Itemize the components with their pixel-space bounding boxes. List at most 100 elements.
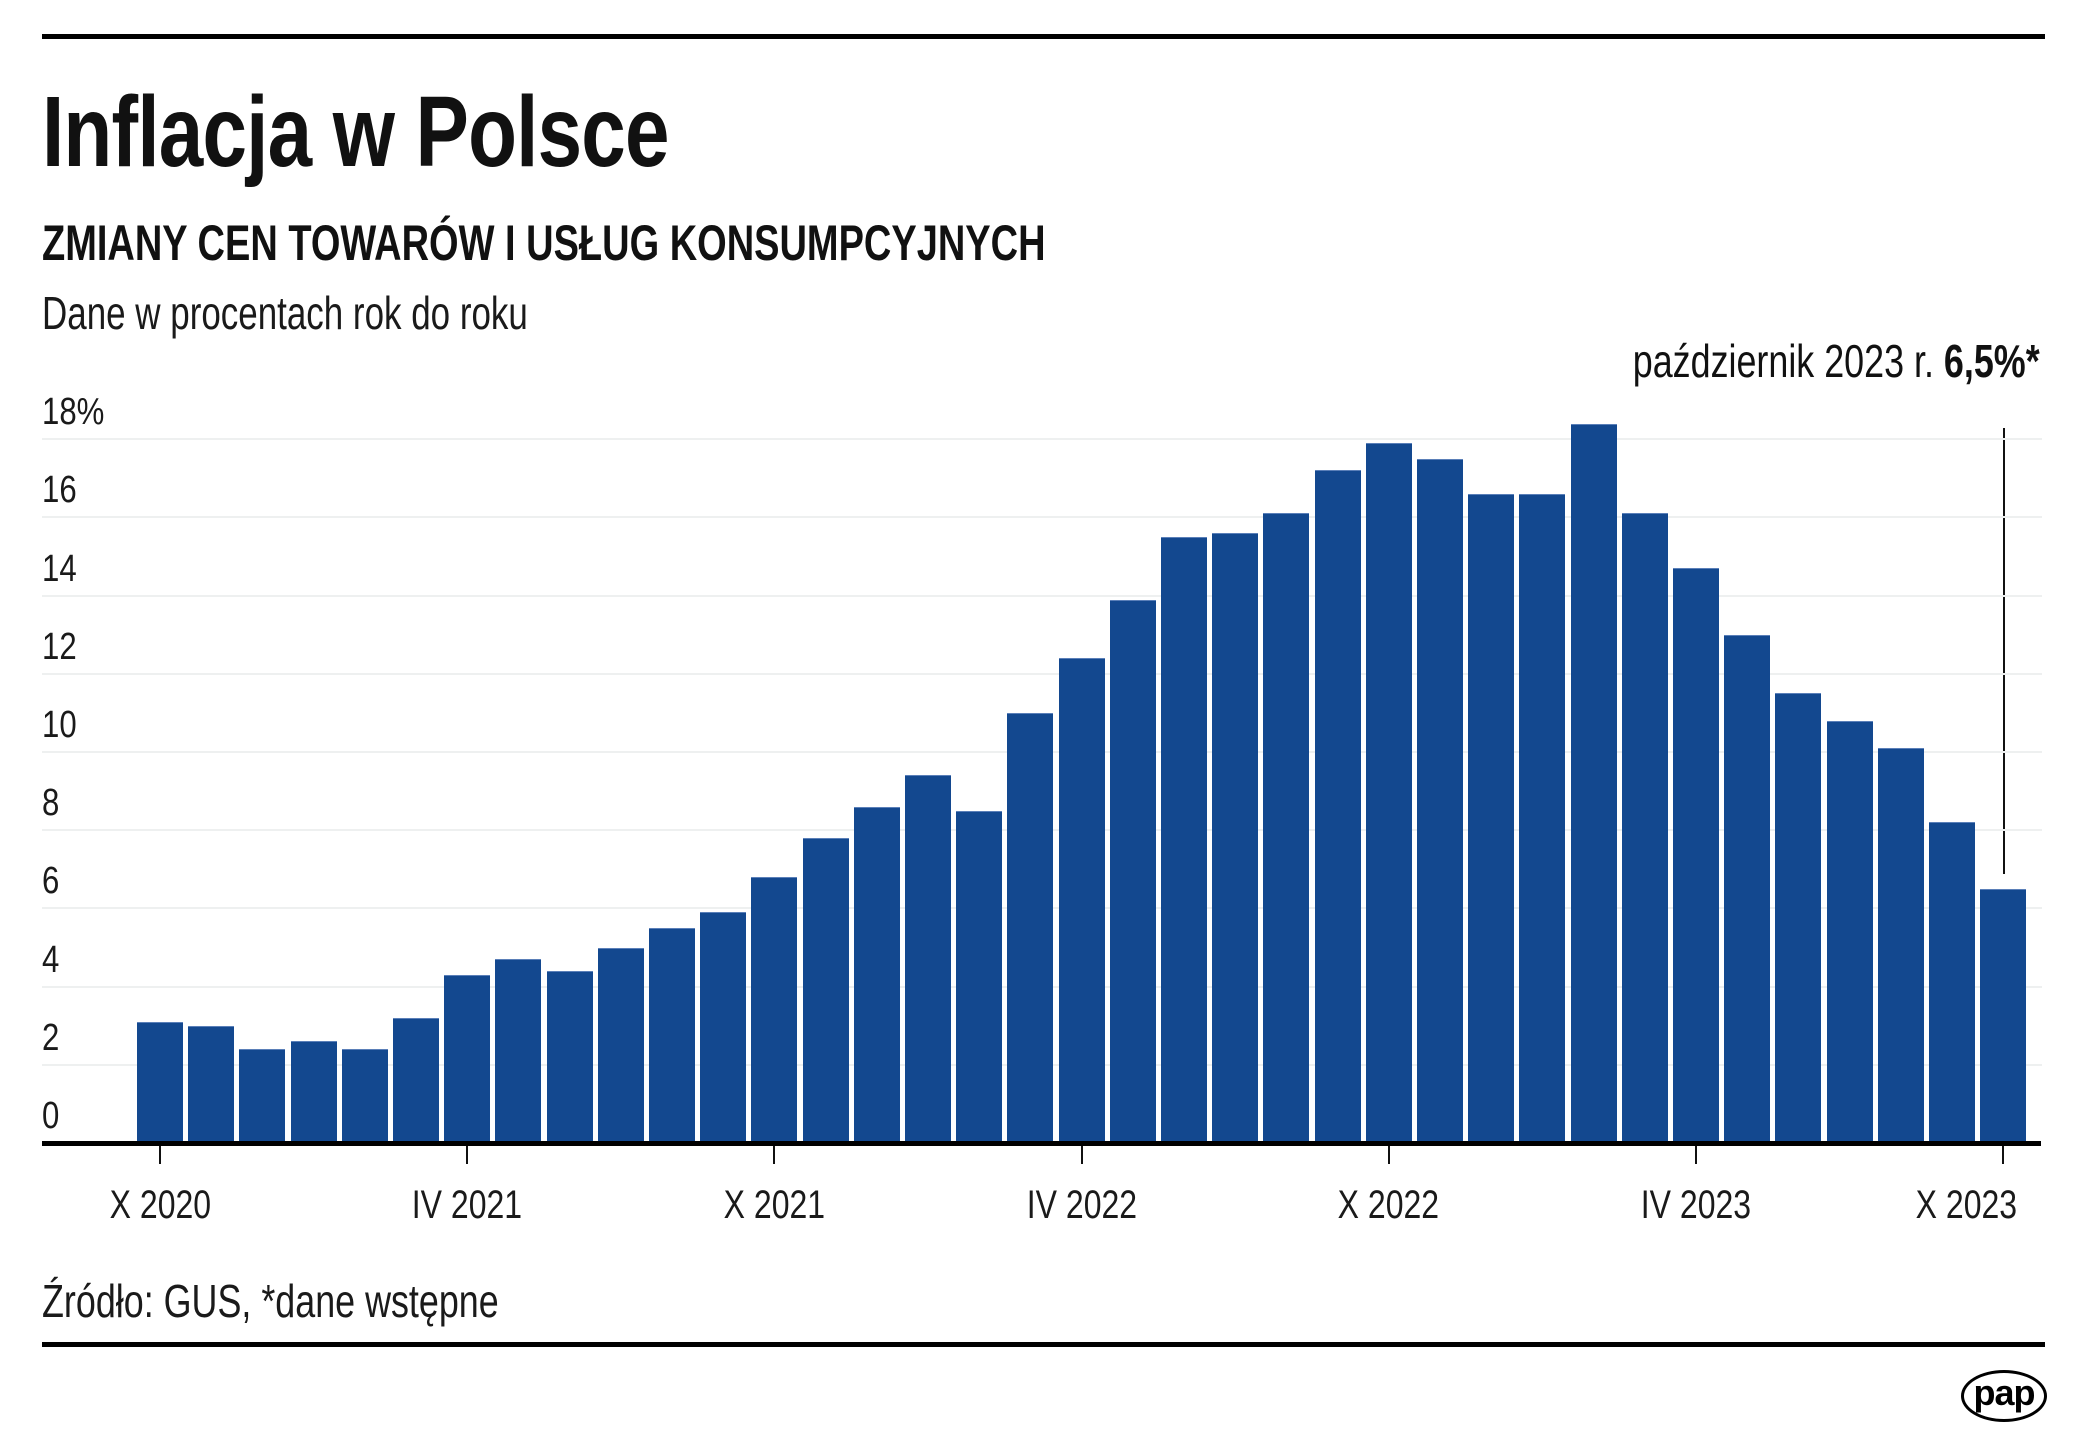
bar-31 — [1724, 634, 1771, 1143]
x-axis-label-text: IV 2023 — [1640, 1183, 1752, 1227]
chart-title: Inflacja w Polsce — [42, 82, 825, 182]
bar-12 — [751, 877, 798, 1143]
x-axis-label: X 2021 — [711, 1185, 838, 1225]
bar-9 — [597, 947, 644, 1143]
gridline — [42, 594, 2042, 597]
x-axis-tick — [159, 1146, 161, 1164]
y-axis-label: 6 — [42, 862, 63, 900]
top-rule — [42, 34, 2045, 39]
y-axis-label: 14 — [42, 550, 84, 588]
y-axis-label: 2 — [42, 1019, 63, 1057]
pap-logo: pap — [1961, 1370, 2047, 1422]
bar-15 — [905, 775, 951, 1143]
bar-7 — [495, 959, 542, 1143]
y-axis-label: 12 — [42, 628, 84, 666]
y-axis-label-text: 12 — [42, 625, 77, 668]
chart-subtitle: ZMIANY CEN TOWARÓW I USŁUG KONSUMPCYJNYC… — [42, 218, 1362, 268]
bar-30 — [1673, 568, 1719, 1143]
bar-28 — [1570, 423, 1617, 1143]
bar-4 — [341, 1049, 388, 1143]
x-axis-label-text: IV 2021 — [412, 1183, 523, 1227]
x-axis-tick — [1080, 1146, 1083, 1164]
x-axis-label: IV 2023 — [1627, 1185, 1765, 1225]
chart-description: Dane w procentach rok do roku — [42, 290, 681, 336]
y-axis-label-text: 0 — [42, 1095, 60, 1137]
bar-33 — [1826, 720, 1873, 1143]
x-axis-tick — [2002, 1146, 2005, 1164]
bar-0 — [137, 1021, 183, 1143]
y-axis-label: 4 — [42, 941, 63, 979]
gridline — [42, 516, 2042, 519]
x-axis-label-text: X 2023 — [1915, 1183, 2018, 1227]
x-axis-tick — [773, 1146, 776, 1164]
bar-3 — [290, 1041, 337, 1143]
annotation-label: październik 2023 r. — [1633, 335, 1945, 387]
latest-value-annotation: październik 2023 r. 6,5%* — [1518, 338, 2040, 384]
x-axis-label-text: IV 2022 — [1026, 1183, 1137, 1227]
chart-description-text: Dane w procentach rok do roku — [42, 287, 528, 339]
chart-subtitle-text: ZMIANY CEN TOWARÓW I USŁUG KONSUMPCYJNYC… — [42, 215, 1046, 271]
y-axis-label: 8 — [42, 784, 63, 822]
x-axis-label: X 2023 — [1903, 1185, 2030, 1225]
x-axis-tick — [466, 1146, 469, 1164]
y-axis-label-text: 14 — [42, 547, 77, 590]
bar-36 — [1980, 888, 2027, 1143]
bar-23 — [1314, 470, 1361, 1143]
bar-32 — [1775, 693, 1822, 1143]
y-axis-label-text: 2 — [42, 1016, 60, 1059]
bar-10 — [649, 927, 695, 1143]
bar-14 — [853, 806, 900, 1143]
y-axis-label: 18% — [42, 393, 118, 431]
bar-27 — [1519, 493, 1566, 1143]
y-axis-label-text: 6 — [42, 860, 60, 903]
x-axis-tick — [1387, 1146, 1390, 1164]
pap-logo-text: pap — [1973, 1372, 2035, 1413]
bar-29 — [1621, 513, 1668, 1143]
x-axis-label: X 2020 — [97, 1185, 224, 1225]
y-axis-label-text: 18% — [42, 391, 105, 434]
y-axis-label: 16 — [42, 471, 84, 509]
bar-19 — [1109, 599, 1156, 1143]
bar-6 — [444, 974, 491, 1143]
bar-24 — [1365, 443, 1412, 1143]
bar-1 — [188, 1025, 235, 1143]
x-axis-line — [42, 1141, 2041, 1146]
x-axis-label: IV 2021 — [398, 1185, 536, 1225]
bar-13 — [802, 838, 849, 1143]
x-axis-tick — [1695, 1146, 1697, 1164]
bar-35 — [1929, 822, 1975, 1143]
y-axis-label-text: 8 — [42, 782, 60, 825]
bar-18 — [1058, 658, 1105, 1143]
y-axis-label: 10 — [42, 706, 84, 744]
bar-20 — [1161, 536, 1207, 1143]
annotation-value: 6,5%* — [1944, 335, 2040, 387]
x-axis-label-text: X 2020 — [109, 1183, 211, 1227]
chart-title-text: Inflacja w Polsce — [42, 76, 669, 188]
bar-17 — [1007, 712, 1054, 1143]
source-note: Źródło: GUS, *dane wstępne — [42, 1278, 628, 1324]
bar-25 — [1417, 458, 1463, 1143]
bar-8 — [546, 970, 593, 1143]
bar-2 — [239, 1049, 286, 1143]
bar-22 — [1263, 513, 1310, 1143]
y-axis-label-text: 10 — [42, 704, 77, 746]
source-text: Źródło: GUS, *dane wstępne — [42, 1275, 499, 1327]
x-axis-label-text: X 2021 — [723, 1183, 826, 1227]
x-axis-label: IV 2022 — [1013, 1185, 1151, 1225]
y-axis-label-text: 4 — [42, 938, 60, 981]
bottom-rule — [42, 1342, 2045, 1347]
annotation-leader-line — [2003, 428, 2005, 874]
x-axis-label: X 2022 — [1325, 1185, 1452, 1225]
bar-26 — [1468, 493, 1515, 1143]
y-axis-label-text: 16 — [42, 469, 77, 512]
gridline — [42, 438, 2042, 441]
bar-5 — [393, 1017, 439, 1143]
gridline — [42, 672, 2042, 675]
bar-34 — [1877, 748, 1924, 1143]
x-axis-label-text: X 2022 — [1338, 1183, 1440, 1227]
bar-16 — [956, 810, 1003, 1143]
y-axis-label: 0 — [42, 1097, 63, 1135]
bar-21 — [1212, 533, 1259, 1143]
bar-11 — [700, 912, 747, 1143]
